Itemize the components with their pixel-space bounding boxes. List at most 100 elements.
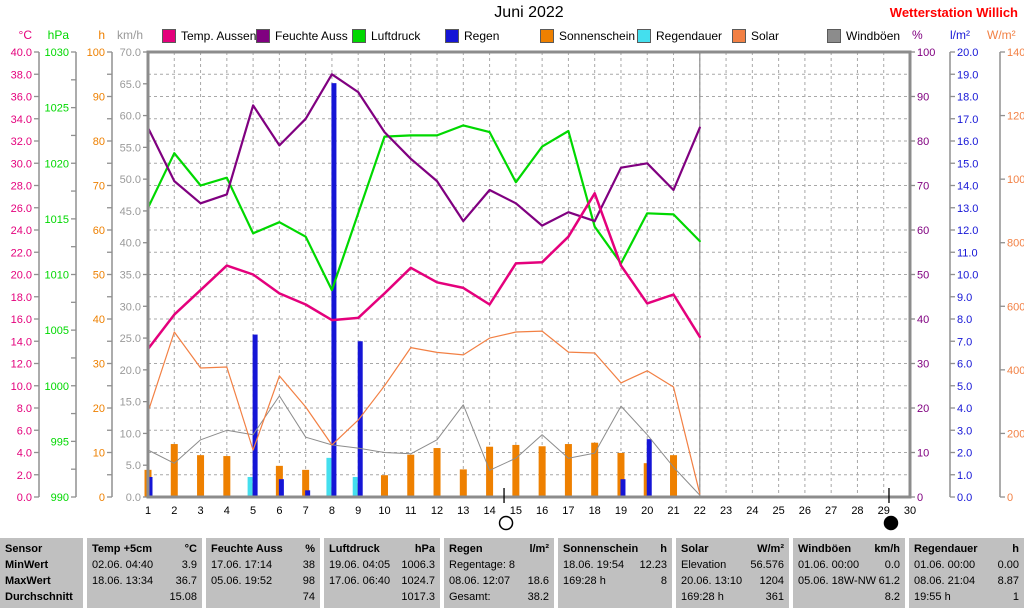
- svg-text:10.0: 10.0: [11, 381, 32, 393]
- svg-text:1015: 1015: [45, 214, 69, 226]
- legend-label: Luftdruck: [371, 29, 421, 43]
- svg-text:20: 20: [93, 403, 105, 415]
- stats-cell-value: °C: [184, 543, 197, 555]
- stats-value-row: 02.06. 04:40 3.9: [87, 557, 202, 573]
- series-regendauer: [247, 457, 358, 497]
- svg-text:30: 30: [93, 359, 105, 371]
- svg-text:90: 90: [93, 92, 105, 104]
- axis-hpa: 990 995 1000 1005 1010 1015 1020 1025 1030: [45, 47, 77, 504]
- svg-text:4.0: 4.0: [957, 403, 972, 415]
- legend-swatch-icon: [162, 29, 176, 43]
- stats-cell-label: Feuchte Auss: [211, 543, 283, 555]
- stats-value-row: 05.06. 19:52 98: [206, 573, 320, 589]
- legend-label: Windböen: [846, 29, 901, 43]
- svg-text:40: 40: [917, 314, 929, 326]
- svg-text:1: 1: [145, 505, 151, 517]
- stats-cell-label: MaxWert: [5, 575, 51, 587]
- stats-cell-value: 0.0: [884, 559, 900, 571]
- stats-cell-value: 74: [302, 591, 315, 603]
- svg-text:7: 7: [303, 505, 309, 517]
- svg-text:14.0: 14.0: [957, 181, 978, 193]
- svg-text:25: 25: [772, 505, 784, 517]
- axis-unit-label: %: [912, 28, 923, 42]
- stats-cell-label: MinWert: [5, 559, 49, 571]
- stats-column: Solar W/m² Elevation 56.576 20.06. 13:10 1204…: [676, 538, 789, 608]
- svg-text:25.0: 25.0: [120, 333, 141, 345]
- full-moon-icon: [498, 488, 514, 531]
- svg-text:5.0: 5.0: [957, 381, 972, 393]
- svg-text:20: 20: [641, 505, 653, 517]
- svg-text:100: 100: [917, 47, 935, 59]
- svg-text:8.0: 8.0: [17, 403, 32, 415]
- stats-header-row: Durchschnitt: [0, 589, 83, 605]
- svg-text:1000: 1000: [45, 381, 69, 393]
- stats-cell-value: 361: [765, 591, 784, 603]
- svg-text:6: 6: [276, 505, 282, 517]
- stats-header-row: Luftdruck hPa: [324, 541, 440, 557]
- svg-text:4: 4: [224, 505, 230, 517]
- svg-text:36.0: 36.0: [11, 92, 32, 104]
- stats-header-row: Solar W/m²: [676, 541, 789, 557]
- stats-cell-value: 12.23: [639, 559, 667, 571]
- svg-text:40: 40: [93, 314, 105, 326]
- stats-cell-label: 18.06. 13:34: [92, 575, 154, 587]
- stats-cell-value: 38: [302, 559, 315, 571]
- stats-cell-value: 8: [660, 575, 667, 587]
- legend-item: Windböen: [827, 29, 900, 43]
- stats-column: Luftdruck hPa 19.06. 04:05 1006.3 17.06. 06:…: [324, 538, 440, 608]
- svg-text:18: 18: [589, 505, 601, 517]
- stats-cell-value: 56.576: [750, 559, 784, 571]
- svg-text:0: 0: [1007, 492, 1013, 504]
- x-axis-labels: 1 2 3 4 5 6 7 8 9 10 11 12 13 14 15 16 17 18 19 20 21 22 23 24 2…: [145, 505, 916, 517]
- svg-text:6.0: 6.0: [957, 359, 972, 371]
- stats-value-row: 17.06. 17:14 38: [206, 557, 320, 573]
- svg-text:30.0: 30.0: [120, 301, 141, 313]
- svg-text:20: 20: [917, 403, 929, 415]
- stats-value-row: 18.06. 19:54 12.23: [558, 557, 672, 573]
- svg-text:1.0: 1.0: [957, 470, 972, 482]
- svg-text:6.0: 6.0: [17, 425, 32, 437]
- legend-swatch-icon: [352, 29, 366, 43]
- series-feuchte-auss: [146, 73, 701, 227]
- axis-kmh: 0.0 5.0 10.0 15.0 20.0 25.0 30.0 35.0 40.0 45.0 50…: [120, 47, 148, 504]
- svg-text:65.0: 65.0: [120, 79, 141, 91]
- svg-text:200: 200: [1007, 428, 1024, 440]
- stats-cell-label: 17.06. 17:14: [211, 559, 273, 571]
- svg-text:0.0: 0.0: [17, 492, 32, 504]
- svg-text:20.0: 20.0: [957, 47, 978, 59]
- svg-text:3.0: 3.0: [957, 425, 972, 437]
- svg-text:60.0: 60.0: [120, 111, 141, 123]
- stats-cell-value: %: [305, 543, 315, 555]
- stats-column: Windböen km/h 01.06. 00:00 0.0 05.06. 18W-NW…: [793, 538, 905, 608]
- svg-text:400: 400: [1007, 365, 1024, 377]
- svg-text:14: 14: [483, 505, 495, 517]
- svg-text:16.0: 16.0: [957, 136, 978, 148]
- legend-item: Sonnenschein: [540, 29, 635, 43]
- stats-cell-value: km/h: [874, 543, 900, 555]
- stats-column: Feuchte Auss% 17.06. 17:14 38 05.06. 19:52 9…: [206, 538, 320, 608]
- stats-cell-label: 08.06. 12:07: [449, 575, 511, 587]
- legend-item: Feuchte Auss: [256, 29, 348, 43]
- stats-cell-value: 61.2: [878, 575, 900, 587]
- svg-text:28: 28: [851, 505, 863, 517]
- stats-cell-label: 05.06. 19:52: [211, 575, 273, 587]
- stats-cell-label: 19.06. 04:05: [329, 559, 391, 571]
- axis-unit-label: W/m²: [987, 28, 1016, 42]
- svg-text:8.0: 8.0: [957, 314, 972, 326]
- svg-text:30.0: 30.0: [11, 158, 32, 170]
- svg-text:100: 100: [87, 47, 105, 59]
- svg-text:30: 30: [904, 505, 916, 517]
- svg-text:17: 17: [562, 505, 574, 517]
- axis-unit-label: h: [98, 28, 105, 42]
- legend-swatch-icon: [732, 29, 746, 43]
- svg-text:5.0: 5.0: [126, 460, 141, 472]
- stats-cell-label: 18.06. 19:54: [563, 559, 625, 571]
- svg-text:1000: 1000: [1007, 174, 1024, 186]
- stats-value-row: Gesamt: 38.2: [444, 589, 554, 605]
- stats-cell-value: h: [660, 543, 667, 555]
- stats-value-row: 169:28 h 361: [676, 589, 789, 605]
- svg-text:1030: 1030: [45, 47, 69, 59]
- stats-cell-label: Durchschnitt: [5, 591, 73, 603]
- svg-text:16: 16: [536, 505, 548, 517]
- svg-text:10: 10: [378, 505, 390, 517]
